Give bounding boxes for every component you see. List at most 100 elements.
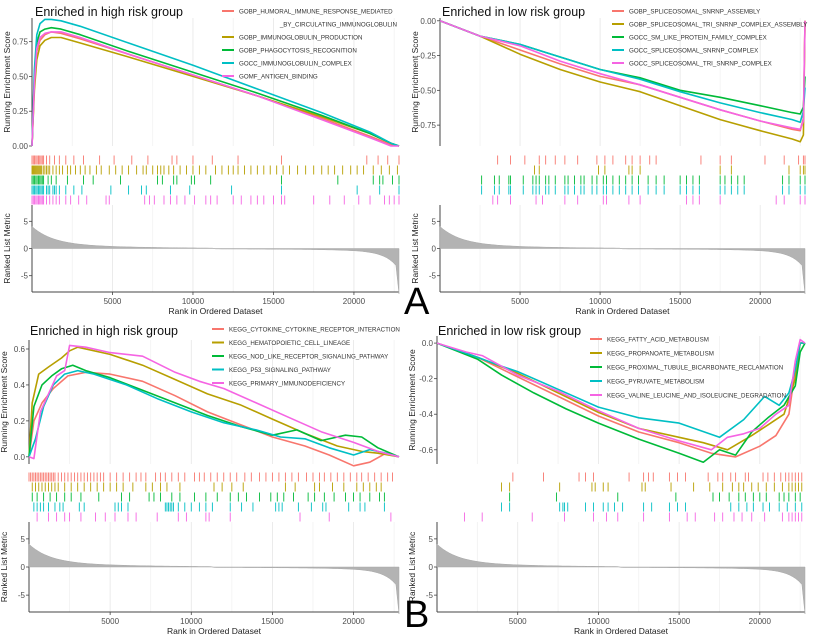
legend-item-4: KEGG_P53_SIGNALING_PATHWAY	[212, 367, 331, 374]
y-axis-label: Running Enrichment Score	[0, 351, 9, 453]
metric-y-tick-label: 5	[24, 217, 29, 226]
legend-item-1: GOBP_HUMORAL_IMMUNE_RESPONSE_MEDIATED _BY…	[222, 9, 397, 29]
legend-label: KEGG_VALINE_LEUCINE_AND_ISOLEUCINE_DEGRA…	[607, 393, 786, 400]
x-axis-label: Rank in Ordered Dataset	[574, 626, 669, 636]
y-tick-label: 0.2	[14, 417, 26, 426]
metric-y-tick-label: 0	[21, 563, 26, 572]
legend-label: KEGG_HEMATOPOIETIC_CELL_LINEAGE	[229, 340, 350, 347]
legend-item-3: KEGG_PROXIMAL_TUBULE_BICARBONATE_RECLAMA…	[590, 365, 783, 372]
y-tick-label: 0.00	[12, 142, 28, 151]
hit-row-2	[534, 165, 806, 175]
legend-item-5: KEGG_VALINE_LEUCINE_AND_ISOLEUCINE_DEGRA…	[590, 393, 786, 400]
x-tick-label: 15000	[261, 617, 284, 626]
y-tick-label: 0.6	[14, 345, 26, 354]
x-tick-label: 10000	[589, 297, 612, 306]
legend-item-1: GOBP_SPLICEOSOMAL_SNRNP_ASSEMBLY	[612, 9, 760, 16]
y-tick-label: -0.50	[418, 86, 437, 95]
legend: KEGG_CYTOKINE_CYTOKINE_RECEPTOR_INTERACT…	[212, 327, 400, 388]
legend-label: KEGG_PRIMARY_IMMUNODEFICIENCY	[229, 381, 345, 388]
hit-row-4	[33, 502, 385, 512]
y-axis-label: Running Enrichment Score	[407, 349, 417, 451]
y-tick-label: 0.25	[12, 107, 28, 116]
y-tick-label: -0.4	[419, 410, 433, 419]
es-line-5	[28, 344, 400, 460]
chart-title: Enriched in high risk group	[30, 324, 178, 338]
y-tick-label: -0.2	[419, 375, 433, 384]
y-tick-label: 0.0	[14, 453, 26, 462]
hit-row-4	[501, 502, 803, 512]
x-tick-label: 10000	[180, 617, 203, 626]
chart-title: Enriched in low risk group	[442, 5, 585, 19]
legend-item-2: KEGG_PROPANOATE_METABOLISM	[590, 351, 714, 358]
hit-row-2	[501, 482, 803, 492]
y-tick-label: 0.00	[420, 17, 436, 26]
x-tick-label: 5000	[511, 297, 529, 306]
legend-label: KEGG_PYRUVATE_METABOLISM	[607, 379, 704, 386]
ranked-metric-area	[436, 543, 806, 615]
x-tick-label: 10000	[587, 617, 610, 626]
x-tick-label: 15000	[669, 297, 692, 306]
legend-item-3: KEGG_NOD_LIKE_RECEPTOR_SIGNALING_PATHWAY	[212, 354, 388, 361]
hit-row-3	[31, 175, 400, 185]
x-tick-label: 15000	[262, 297, 285, 306]
legend-label: KEGG_PROXIMAL_TUBULE_BICARBONATE_RECLAMA…	[607, 365, 783, 372]
es-line-1	[436, 342, 805, 458]
metric-axis-label: Ranked List Metric	[2, 213, 12, 284]
legend-item-3: GOBP_PHAGOCYTOSIS_RECOGNITION	[222, 48, 357, 55]
legend-item-2: GOBP_SPLICEOSOMAL_TRI_SNRNP_COMPLEX_ASSE…	[612, 22, 807, 29]
x-tick-label: 20000	[749, 617, 772, 626]
hit-row-5	[463, 512, 803, 522]
chart-title: Enriched in low risk group	[438, 324, 581, 338]
metric-y-tick-label: 5	[21, 535, 26, 544]
legend-item-2: GOBP_IMMUNOGLOBULIN_PRODUCTION	[222, 35, 362, 42]
hit-row-3	[481, 175, 806, 185]
legend: KEGG_FATTY_ACID_METABOLISM KEGG_PROPANOAT…	[590, 337, 786, 400]
metric-axis-label: Ranked List Metric	[410, 213, 420, 284]
legend-item-1: KEGG_CYTOKINE_CYTOKINE_RECEPTOR_INTERACT…	[212, 327, 400, 334]
legend-label: KEGG_NOD_LIKE_RECEPTOR_SIGNALING_PATHWAY	[229, 354, 388, 361]
ranked-metric-area	[31, 225, 400, 294]
legend-label: GOCC_SM_LIKE_PROTEIN_FAMILY_COMPLEX	[629, 35, 767, 42]
legend-item-3: GOCC_SM_LIKE_PROTEIN_FAMILY_COMPLEX	[612, 35, 767, 42]
metric-axis-label: Ranked List Metric	[0, 531, 9, 602]
x-tick-label: 5000	[101, 617, 119, 626]
ranked-metric-area	[439, 225, 806, 294]
hit-row-5	[492, 195, 806, 205]
x-tick-label: 5000	[104, 297, 122, 306]
legend-item-5: KEGG_PRIMARY_IMMUNODEFICIENCY	[212, 381, 345, 388]
legend-item-4: GOCC_SPLICEOSOMAL_SNRNP_COMPLEX	[612, 48, 758, 55]
es-line-5	[439, 20, 806, 131]
legend-item-4: GOCC_IMMUNOGLOBULIN_COMPLEX	[222, 61, 352, 68]
y-tick-label: 0.4	[14, 381, 26, 390]
legend-label: GOMF_ANTIGEN_BINDING	[239, 74, 318, 81]
metric-y-tick-label: -5	[429, 272, 437, 281]
y-tick-label: -0.25	[418, 52, 437, 61]
chart-title: Enriched in high risk group	[35, 5, 183, 19]
metric-y-tick-label: -5	[18, 591, 26, 600]
legend-label: KEGG_P53_SIGNALING_PATHWAY	[229, 367, 331, 374]
ranked-metric-area	[28, 543, 400, 615]
legend-label: KEGG_PROPANOATE_METABOLISM	[607, 351, 714, 358]
legend-label: GOBP_SPLICEOSOMAL_TRI_SNRNP_COMPLEX_ASSE…	[629, 22, 807, 29]
metric-y-tick-label: 5	[429, 535, 434, 544]
gsea-panel-B-low: Enriched in low risk group 0.0 -0.2 -0.4 -0.…	[407, 324, 806, 636]
legend-item-5: GOCC_SPLICEOSOMAL_TRI_SNRNP_COMPLEX	[612, 61, 772, 68]
es-line-5	[31, 31, 399, 147]
legend-label: KEGG_FATTY_ACID_METABOLISM	[607, 337, 709, 344]
legend-label: KEGG_CYTOKINE_CYTOKINE_RECEPTOR_INTERACT…	[229, 327, 400, 334]
hit-row-3	[31, 492, 385, 502]
x-tick-label: 15000	[668, 617, 691, 626]
gsea-panel-A-low: Enriched in low risk group 0.00 -0.25 -0.50…	[410, 5, 807, 316]
legend-label: GOBP_PHAGOCYTOSIS_RECOGNITION	[239, 48, 357, 55]
gsea-panel-B-high: Enriched in high risk group 0.0 0.2 0.4 0.6 R…	[0, 324, 400, 636]
legend-label: GOBP_IMMUNOGLOBULIN_PRODUCTION	[239, 35, 362, 42]
hit-row-2	[31, 165, 398, 175]
y-tick-label: 0.75	[12, 38, 28, 47]
legend-label: GOCC_IMMUNOGLOBULIN_COMPLEX	[239, 61, 352, 68]
legend: GOBP_HUMORAL_IMMUNE_RESPONSE_MEDIATED _BY…	[222, 9, 397, 81]
x-axis-label: Rank in Ordered Dataset	[168, 306, 263, 316]
x-axis-label: Rank in Ordered Dataset	[575, 306, 670, 316]
metric-y-tick-label: -5	[426, 591, 434, 600]
legend-label: GOCC_SPLICEOSOMAL_TRI_SNRNP_COMPLEX	[629, 61, 772, 68]
